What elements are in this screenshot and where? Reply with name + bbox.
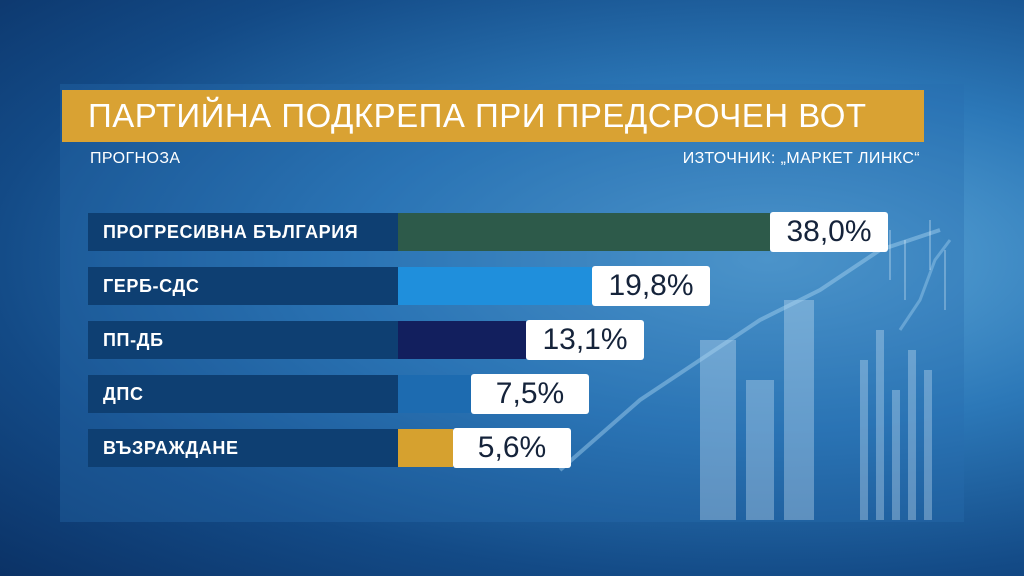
- bar-category-label: ПП-ДБ: [88, 321, 398, 359]
- bar: [398, 213, 770, 251]
- bar-chart: ПРОГРЕСИВНА БЪЛГАРИЯ 38,0% ГЕРБ-СДС 19,8% ПП…: [88, 212, 928, 473]
- bar-value-label: 38,0%: [770, 212, 888, 252]
- bar: [398, 267, 592, 305]
- page-title: ПАРТИЙНА ПОДКРЕПА ПРИ ПРЕДСРОЧЕН ВОТ: [62, 90, 924, 142]
- bar-category-label: ГЕРБ-СДС: [88, 267, 398, 305]
- bar: [398, 321, 526, 359]
- bar-category-label: ПРОГРЕСИВНА БЪЛГАРИЯ: [88, 213, 398, 251]
- bar-value-label: 19,8%: [592, 266, 710, 306]
- bar: [398, 429, 453, 467]
- source-label: ИЗТОЧНИК: „МАРКЕТ ЛИНКС“: [682, 150, 920, 167]
- bar: [398, 375, 471, 413]
- subtitle: ПРОГНОЗА: [90, 150, 181, 167]
- bar-value-label: 13,1%: [526, 320, 644, 360]
- bar-category-label: ДПС: [88, 375, 398, 413]
- bar-value-label: 7,5%: [471, 374, 589, 414]
- bar-category-label: ВЪЗРАЖДАНЕ: [88, 429, 398, 467]
- bar-value-label: 5,6%: [453, 428, 571, 468]
